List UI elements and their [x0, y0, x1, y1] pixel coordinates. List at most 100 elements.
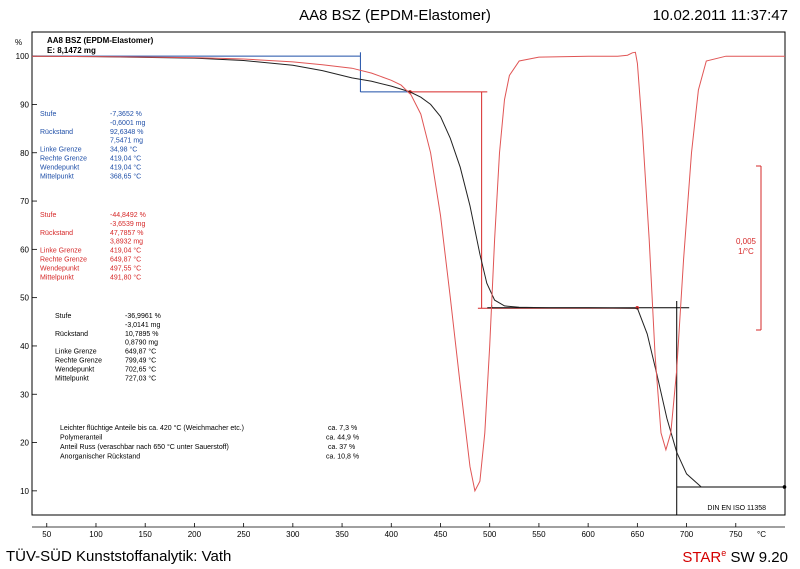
- step-row-label: Linke Grenze: [40, 147, 82, 154]
- composition-summary: Leichter flüchtige Anteile bis ca. 420 °…: [60, 424, 359, 461]
- summary-value: ca. 37 %: [328, 444, 355, 451]
- step-row-value: 727,03 °C: [125, 374, 156, 382]
- x-axis-label: °C: [757, 530, 766, 539]
- dtg-curve: [31, 51, 785, 493]
- y-tick-label: 90: [20, 100, 29, 109]
- scale-bar: 0,005 1/°C: [736, 165, 762, 331]
- step-row-label: Mittelpunkt: [40, 274, 74, 281]
- software-rest: SW 9.20: [726, 549, 788, 566]
- step-row-value: 0,8790 mg: [125, 340, 158, 347]
- y-tick-label: 30: [20, 390, 29, 399]
- step-row-value: 702,65 °C: [125, 365, 156, 373]
- y-tick-label: 10: [20, 487, 29, 496]
- step-marker: [782, 485, 787, 489]
- step-row-label: Rückstand: [40, 129, 73, 136]
- x-tick-label: 300: [286, 530, 300, 539]
- summary-label: Anteil Russ (veraschbar nach 650 °C unte…: [60, 443, 229, 451]
- y-tick-label: 60: [20, 245, 29, 254]
- step-row-label: Rückstand: [40, 230, 73, 237]
- x-axis: 50 100 150 200 250 300 350 400 450 500 550 600 650 70…: [42, 523, 743, 539]
- step-row-label: Mittelpunkt: [55, 375, 89, 382]
- x-tick-label: 250: [237, 530, 251, 539]
- summary-label: Polymeranteil: [60, 435, 103, 442]
- step-row-label: Stufe: [55, 313, 71, 320]
- x-tick-label: 150: [139, 530, 153, 539]
- step-row-label: Stufe: [40, 111, 56, 118]
- step-row-value: -3,0141 mg: [125, 322, 161, 329]
- step-row-value: 3,8932 mg: [110, 239, 143, 246]
- y-tick-label: 20: [20, 439, 29, 448]
- datetime: 10.02.2011 11:37:47: [652, 7, 788, 24]
- tga-curve: [31, 55, 702, 488]
- step-row-label: Mittelpunkt: [40, 173, 74, 180]
- x-tick-label: 200: [188, 530, 202, 539]
- step-red-results: Stufe -44,8492 % -3,6539 mg Rückstand 47,785…: [40, 212, 146, 281]
- step-row-value: -36,9961 %: [125, 313, 161, 320]
- step-row-value: 419,04 °C: [110, 163, 141, 171]
- x-tick-label: 500: [483, 530, 497, 539]
- step-row-label: Rechte Grenze: [40, 257, 87, 264]
- step-row-value: 649,87 °C: [110, 256, 141, 264]
- step-row-value: 419,04 °C: [110, 247, 141, 255]
- y-tick-label: 100: [16, 52, 30, 61]
- x-tick-label: 600: [581, 530, 595, 539]
- x-tick-label: 650: [631, 530, 645, 539]
- step-row-value: 10,7895 %: [125, 331, 158, 338]
- scale-bar-value: 0,005: [736, 237, 757, 246]
- step-row-label: Rechte Grenze: [55, 358, 102, 365]
- step-row-value: 419,04 °C: [110, 155, 141, 163]
- x-tick-label: 400: [385, 530, 399, 539]
- summary-label: Leichter flüchtige Anteile bis ca. 420 °…: [60, 424, 244, 432]
- y-axis-label: %: [15, 38, 22, 47]
- y-tick-label: 80: [20, 149, 29, 158]
- step-row-value: 92,6348 %: [110, 129, 143, 136]
- x-tick-label: 700: [680, 530, 694, 539]
- x-tick-label: 100: [89, 530, 103, 539]
- step-row-label: Wendepunkt: [55, 366, 94, 373]
- x-tick-label: 750: [729, 530, 743, 539]
- y-tick-label: 70: [20, 197, 29, 206]
- plot-frame: [31, 31, 786, 516]
- step-row-value: 34,98 °C: [110, 146, 137, 154]
- step-row-label: Rechte Grenze: [40, 156, 87, 163]
- chart-title: AA8 BSZ (EPDM-Elastomer): [299, 7, 491, 24]
- summary-value: ca. 10,8 %: [326, 454, 359, 461]
- step-row-value: 649,87 °C: [125, 348, 156, 356]
- x-tick-label: 50: [42, 530, 51, 539]
- y-tick-label: 50: [20, 294, 29, 303]
- y-axis: 10 20 30 40 50 60 70 80 90 100: [16, 52, 37, 496]
- step-row-value: 491,80 °C: [110, 273, 141, 281]
- x-tick-label: 350: [335, 530, 349, 539]
- sample-name: AA8 BSZ (EPDM-Elastomer): [47, 36, 154, 45]
- step-row-value: 799,49 °C: [125, 357, 156, 365]
- scale-bar-unit: 1/°C: [738, 247, 754, 256]
- software-sup: e: [721, 548, 727, 558]
- step-row-value: -0,6001 mg: [110, 120, 146, 127]
- x-tick-label: 450: [434, 530, 448, 539]
- step-row-value: 7,5471 mg: [110, 138, 143, 145]
- step-black-results: Stufe -36,9961 % -3,0141 mg Rückstand 10,789…: [55, 313, 161, 382]
- curves: [31, 51, 785, 493]
- step-row-label: Wendepunkt: [40, 164, 79, 171]
- software-star: STAR: [682, 549, 722, 566]
- software-version: STARe SW 9.20: [682, 548, 788, 566]
- summary-value: ca. 7,3 %: [328, 425, 357, 432]
- step-row-value: -3,6539 mg: [110, 221, 146, 228]
- y-tick-label: 40: [20, 342, 29, 351]
- footer-organization: TÜV-SÜD Kunststoffanalytik: Vath: [6, 548, 232, 565]
- step-blue-results: Stufe -7,3652 % -0,6001 mg Rückstand 92,6348…: [40, 111, 146, 180]
- step-row-value: 47,7857 %: [110, 230, 143, 237]
- summary-label: Anorganischer Rückstand: [60, 454, 140, 461]
- step-row-label: Rückstand: [55, 331, 88, 338]
- step-row-label: Stufe: [40, 212, 56, 219]
- standard-label: DIN EN ISO 11358: [707, 505, 766, 512]
- step-row-value: -44,8492 %: [110, 212, 146, 219]
- x-tick-label: 550: [532, 530, 546, 539]
- step-row-value: 497,55 °C: [110, 264, 141, 272]
- step-row-value: 368,65 °C: [110, 172, 141, 180]
- sample-mass: E: 8,1472 mg: [47, 46, 96, 55]
- step-row-value: -7,3652 %: [110, 111, 142, 118]
- summary-value: ca. 44,9 %: [326, 435, 359, 442]
- step-row-label: Linke Grenze: [55, 349, 97, 356]
